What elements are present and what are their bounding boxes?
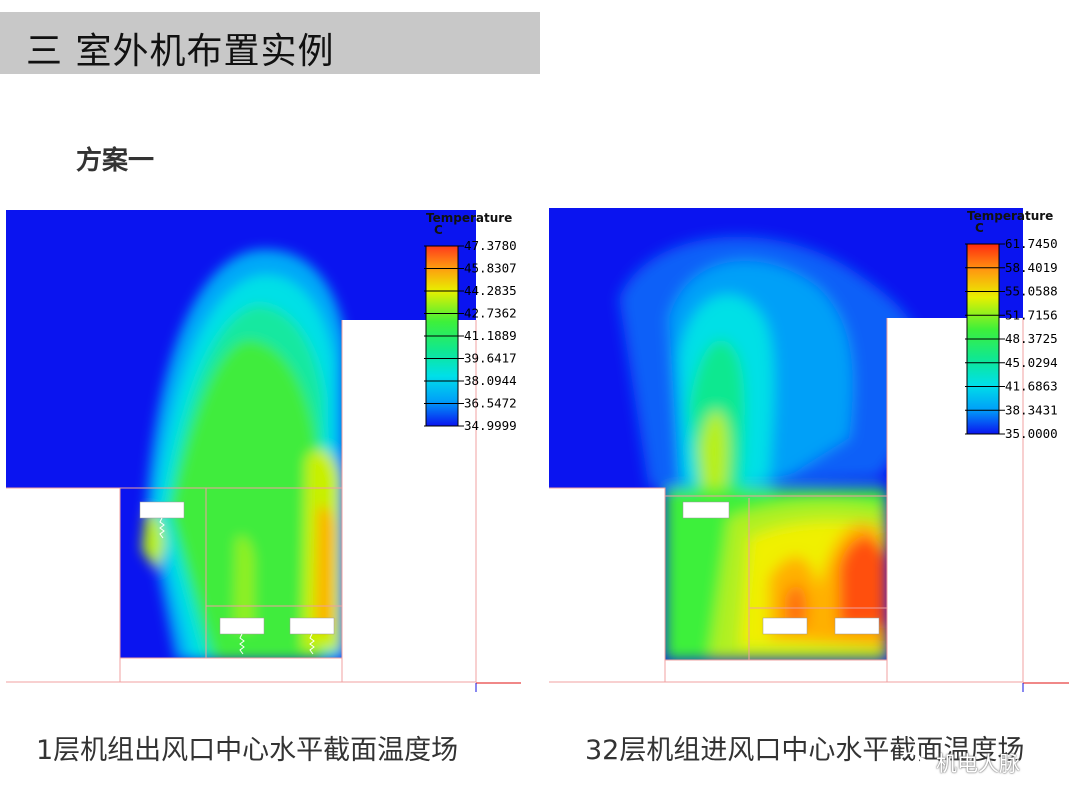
legend-value-label: 38.0944 [464,373,517,388]
temperature-legend-1: Temperature C 47.3780 45.8307 44.2835 42.73… [424,211,517,433]
legend-value-label: 47.3780 [464,238,517,253]
contour-plot-2: Temperature C 61.7450 58.4019 55.0588 51.71… [549,208,1069,692]
outdoor-unit [834,617,880,635]
legend-value-label: 51.7156 [1005,307,1058,322]
legend-title: Temperature [426,211,512,225]
watermark-text: 机电人脉 [936,752,1020,776]
wechat-icon [900,752,930,774]
legend-value-label: 35.0000 [1005,426,1058,441]
caption-panel-2: 32层机组进风口中心水平截面温度场 [585,735,1025,766]
temperature-contour-panel-1: Temperature C 47.3780 45.8307 44.2835 42.73… [6,210,526,692]
legend-title: Temperature [967,209,1053,223]
temperature-contour-panel-2: Temperature C 61.7450 58.4019 55.0588 51.71… [549,208,1071,694]
title-bar: 三 室外机布置实例 [0,12,540,74]
legend-value-label: 48.3725 [1005,331,1058,346]
legend-value-label: 55.0588 [1005,284,1058,299]
legend-value-label: 39.6417 [464,351,517,366]
scheme-title: 方案一 [76,146,155,176]
legend-value-label: 58.4019 [1005,260,1058,275]
legend-value-label: 45.0294 [1005,355,1058,370]
legend-unit: C [975,221,984,235]
legend-value-label: 44.2835 [464,283,517,298]
legend-unit: C [434,223,443,237]
watermark: 机电人脉 [900,748,1020,778]
legend-value-label: 36.5472 [464,396,517,411]
outdoor-unit [682,501,730,519]
outdoor-unit [139,501,185,519]
legend-value-label: 41.6863 [1005,379,1058,394]
contour-plot-1: Temperature C 47.3780 45.8307 44.2835 42.73… [6,210,521,692]
legend-value-label: 61.7450 [1005,236,1058,251]
temperature-legend-2: Temperature C 61.7450 58.4019 55.0588 51.71… [965,209,1058,441]
outdoor-unit [762,617,808,635]
legend-value-label: 45.8307 [464,261,517,276]
legend-value-label: 41.1889 [464,328,517,343]
legend-value-label: 42.7362 [464,306,517,321]
legend-value-label: 38.3431 [1005,402,1058,417]
outdoor-unit [289,617,335,635]
caption-panel-1: 1层机组出风口中心水平截面温度场 [36,735,459,766]
outdoor-unit [219,617,265,635]
page-title: 三 室外机布置实例 [26,31,335,72]
legend-value-label: 34.9999 [464,418,517,433]
